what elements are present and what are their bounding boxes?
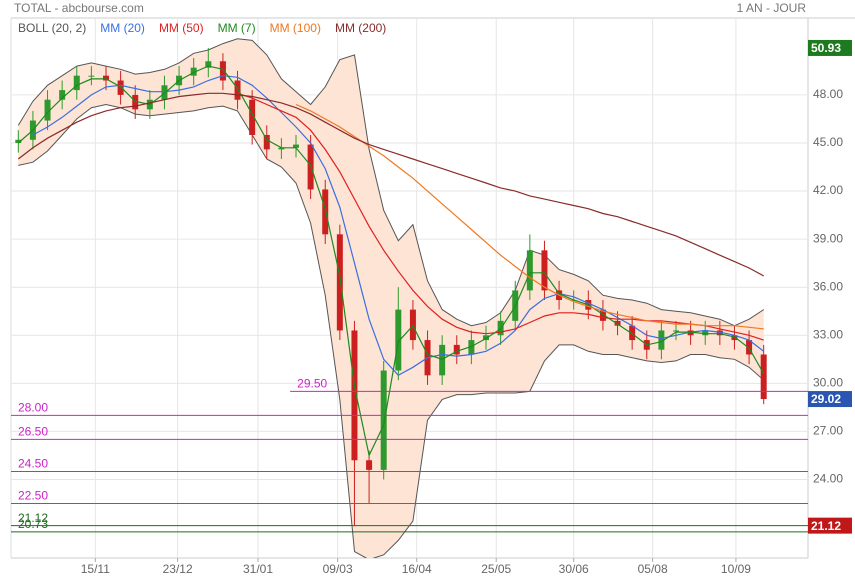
level-label: 22.50 xyxy=(18,489,48,503)
candle-body xyxy=(73,75,80,91)
x-tick-label: 10/09 xyxy=(721,562,751,576)
bollinger-band xyxy=(18,38,764,558)
candle-body xyxy=(716,330,723,336)
candle-body xyxy=(599,309,606,321)
moving-average xyxy=(237,92,764,341)
candle-body xyxy=(702,330,709,336)
candle-body xyxy=(366,460,373,470)
level-label: 28.00 xyxy=(18,401,48,415)
x-tick-label: 25/05 xyxy=(481,562,511,576)
candle-body xyxy=(731,335,738,341)
candle-body xyxy=(293,144,299,148)
price-tag-label: 50.93 xyxy=(811,41,841,55)
price-tag xyxy=(808,391,852,408)
candle-body xyxy=(219,61,226,81)
candle-body xyxy=(132,94,139,110)
candle-body xyxy=(614,320,621,326)
candle-body xyxy=(526,250,533,291)
legend-entry: MM (200) xyxy=(335,21,386,35)
bollinger-upper xyxy=(17,38,764,327)
x-tick-label: 31/01 xyxy=(243,562,273,576)
moving-average xyxy=(17,92,764,277)
y-tick-label: 36.00 xyxy=(813,279,843,293)
candle-body xyxy=(322,189,329,235)
legend-entry: MM (20) xyxy=(100,21,145,35)
legend-entry: MM (100) xyxy=(270,21,321,35)
y-tick-label: 30.00 xyxy=(813,376,843,390)
candle-body xyxy=(278,147,285,150)
candle-body xyxy=(88,75,95,77)
y-tick-label: 39.00 xyxy=(813,231,843,245)
candle-body xyxy=(746,340,753,355)
price-tag xyxy=(808,39,852,56)
level-label: 26.50 xyxy=(18,425,48,439)
candle-body xyxy=(351,330,358,461)
period-label: 1 AN - JOUR xyxy=(737,1,807,15)
x-tick-label: 23/12 xyxy=(163,562,193,576)
price-tag xyxy=(808,517,852,534)
candle-body xyxy=(103,75,109,81)
legend-entry: BOLL (20, 2) xyxy=(18,21,86,35)
level-label: 20.73 xyxy=(18,517,48,531)
candle-body xyxy=(629,325,636,341)
chart-title: TOTAL - abcbourse.com xyxy=(14,1,144,15)
x-tick-label: 16/04 xyxy=(402,562,432,576)
x-tick-label: 09/03 xyxy=(323,562,353,576)
candle-body xyxy=(234,80,241,100)
level-label: 21.12 xyxy=(18,511,48,525)
candle-body xyxy=(59,90,66,100)
candle-body xyxy=(760,354,767,400)
candle-body xyxy=(658,330,665,350)
price-tag-label: 29.02 xyxy=(811,392,841,406)
level-label: 24.50 xyxy=(18,457,48,471)
candle-body xyxy=(439,344,446,376)
candle-body xyxy=(190,67,197,76)
candle-body xyxy=(687,330,694,336)
candle-body xyxy=(44,99,51,121)
candle-body xyxy=(263,134,270,150)
candle-body xyxy=(395,309,402,371)
candle-body xyxy=(336,234,343,331)
candle-body xyxy=(453,344,460,355)
candle-body xyxy=(15,139,22,143)
y-tick-label: 42.00 xyxy=(813,183,843,197)
bollinger-lower xyxy=(18,103,765,558)
candle-body xyxy=(205,61,212,68)
x-tick-label: 30/06 xyxy=(559,562,589,576)
moving-average xyxy=(17,65,765,458)
candle-body xyxy=(468,340,475,355)
candle-body xyxy=(541,250,548,291)
candle-body xyxy=(673,330,679,332)
y-tick-label: 24.00 xyxy=(813,472,843,486)
candle-body xyxy=(249,99,256,135)
candle-body xyxy=(483,335,489,341)
x-tick-label: 05/08 xyxy=(638,562,668,576)
moving-average xyxy=(32,75,765,377)
candle-body xyxy=(380,370,387,470)
candle-body xyxy=(161,85,168,100)
y-tick-label: 48.00 xyxy=(813,87,843,101)
overlay: 24.00 27.00 30.00 33.00 36.00 39.00 42.00 45.00… xyxy=(11,21,852,576)
y-tick-label: 45.00 xyxy=(813,135,843,149)
legend-entry: MM (50) xyxy=(159,21,204,35)
y-tick-label: 33.00 xyxy=(813,327,843,341)
legend-entry: MM (7) xyxy=(218,21,256,35)
y-tick-label: 27.00 xyxy=(813,424,843,438)
x-tick-label: 15/11 xyxy=(81,562,110,576)
price-tag-label: 21.12 xyxy=(811,519,841,533)
plot-area xyxy=(15,38,767,558)
moving-average xyxy=(295,103,764,330)
level-label: 29.50 xyxy=(297,377,327,391)
